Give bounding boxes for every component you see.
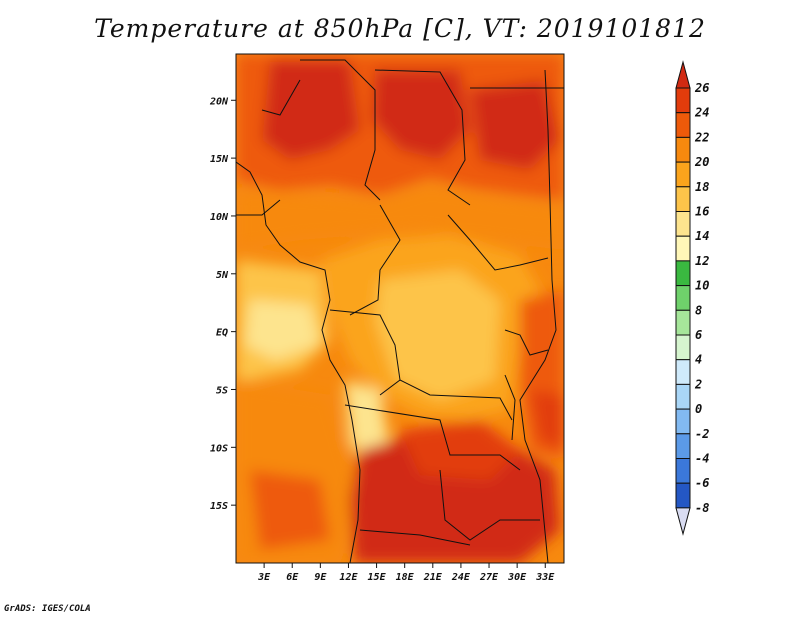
colorbar-box bbox=[675, 186, 691, 213]
x-tick-label: 3E bbox=[257, 572, 271, 583]
y-tick-label: 20N bbox=[209, 96, 229, 107]
colorbar-top-triangle bbox=[675, 60, 691, 89]
colorbar-label: 10 bbox=[695, 279, 709, 293]
colorbar-box bbox=[675, 285, 691, 311]
colorbar-label: -6 bbox=[695, 476, 709, 490]
colorbar-label: 6 bbox=[695, 328, 702, 342]
colorbar-box bbox=[675, 408, 691, 435]
x-tick-label: 33E bbox=[535, 572, 555, 583]
colorbar-label: 4 bbox=[695, 353, 702, 367]
colorbar-label: 26 bbox=[694, 81, 709, 95]
x-tick-label: 18E bbox=[396, 572, 415, 583]
colorbar-label: 20 bbox=[694, 155, 709, 169]
colorbar-label: -8 bbox=[695, 501, 709, 515]
colorbar-box bbox=[675, 87, 691, 114]
colorbar-label: 8 bbox=[695, 303, 702, 317]
colorbar-box bbox=[675, 112, 691, 138]
colorbar-label: 16 bbox=[695, 205, 709, 219]
y-tick-label: 10N bbox=[210, 212, 229, 223]
colorbar-box bbox=[675, 482, 691, 509]
x-tick-label: 12E bbox=[339, 572, 358, 583]
footer-credit: GrADS: IGES/COLA bbox=[4, 604, 91, 614]
colorbar-label: 14 bbox=[695, 229, 709, 243]
y-tick-label: 15S bbox=[210, 501, 228, 512]
x-tick-label: 21E bbox=[423, 572, 443, 583]
colorbar-box bbox=[675, 211, 691, 237]
x-tick-label: 6E bbox=[286, 572, 299, 583]
y-tick-label: EQ bbox=[216, 328, 228, 339]
colorbar-label: 12 bbox=[695, 254, 709, 268]
colorbar-label: 2 bbox=[694, 377, 702, 391]
x-tick-label: 15E bbox=[368, 572, 387, 583]
y-tick-label: 5N bbox=[216, 270, 229, 281]
colorbar-box bbox=[675, 309, 691, 336]
y-tick-label: 15N bbox=[210, 154, 229, 165]
y-tick-label: 10S bbox=[210, 443, 228, 454]
x-tick-label: 9E bbox=[314, 572, 327, 583]
colorbar-box bbox=[675, 136, 691, 163]
colorbar-box bbox=[675, 260, 691, 287]
colorbar-box bbox=[675, 458, 691, 484]
colorbar-box bbox=[675, 334, 691, 361]
x-axis: 3E 6E 9E 12E 15E 18E 21E 24E 27E 30E 33E bbox=[257, 563, 555, 583]
x-tick-label: 24E bbox=[451, 572, 471, 583]
colorbar-box bbox=[675, 235, 691, 262]
colorbar-box bbox=[675, 161, 691, 188]
temperature-field bbox=[236, 54, 564, 563]
x-tick-label: 30E bbox=[507, 572, 527, 583]
y-axis: 20N 15N 10N 5N EQ 5S 10S 15S bbox=[209, 96, 236, 512]
colorbar-box bbox=[675, 359, 691, 385]
colorbar-label: 24 bbox=[694, 106, 709, 120]
colorbar-label: -4 bbox=[695, 452, 709, 466]
colorbar-bottom-triangle bbox=[675, 507, 691, 536]
map-frame bbox=[235, 53, 565, 564]
y-tick-label: 5S bbox=[216, 385, 228, 396]
coastlines bbox=[236, 59, 564, 563]
colorbar-box bbox=[675, 433, 691, 459]
colorbar-box bbox=[675, 383, 691, 410]
colorbar-label: -2 bbox=[695, 427, 709, 441]
colorbar-label: 0 bbox=[695, 402, 702, 416]
colorbar-label: 18 bbox=[695, 180, 709, 194]
colorbar-label: 22 bbox=[694, 130, 709, 144]
x-tick-label: 27E bbox=[479, 572, 499, 583]
chart-title: Temperature at 850hPa [C], VT: 201910181… bbox=[94, 14, 706, 43]
